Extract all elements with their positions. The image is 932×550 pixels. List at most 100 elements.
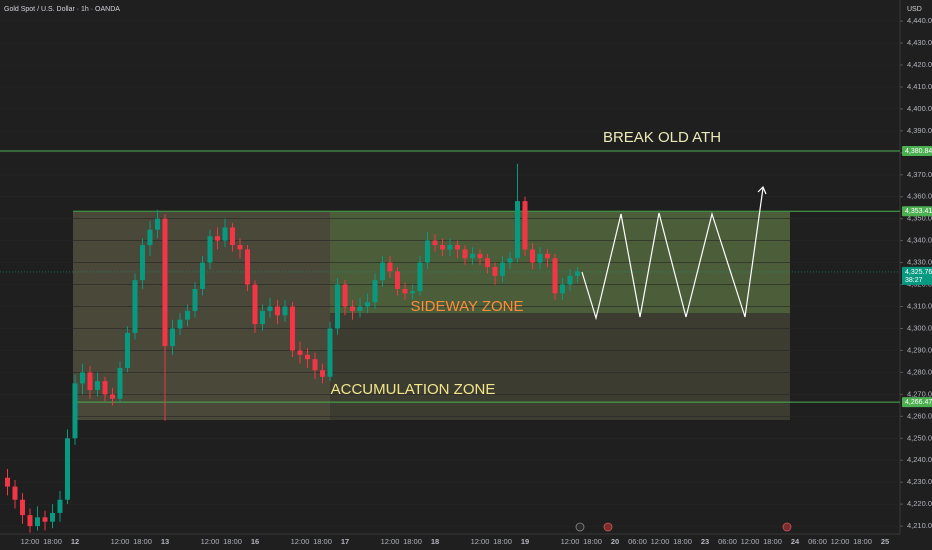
x-tick-label: 18:00 [43, 537, 62, 546]
y-tick-label: 4,220.000 [907, 499, 932, 508]
candle-body [207, 236, 213, 263]
y-tick-label: 4,210.000 [907, 521, 932, 530]
x-tick-label: 18:00 [763, 537, 782, 546]
y-tick-label: 4,250.000 [907, 433, 932, 442]
candle-body [87, 372, 93, 390]
x-tick-label: 06:00 [808, 537, 827, 546]
candle-body [170, 328, 175, 347]
candle-body [470, 253, 475, 259]
annotation: SIDEWAY ZONE [410, 298, 523, 315]
candle-body [20, 499, 25, 516]
x-tick-label: 19 [521, 537, 529, 546]
x-tick-label: 12:00 [291, 537, 310, 546]
x-tick-label: 06:00 [628, 537, 647, 546]
x-tick-label: 18:00 [583, 537, 602, 546]
x-tick-label: 20 [611, 537, 619, 546]
y-tick-label: 4,430.000 [907, 38, 932, 47]
candle-body [42, 517, 48, 522]
candle-body [140, 245, 145, 281]
grid [0, 20, 900, 527]
y-tick-label: 4,240.000 [907, 455, 932, 464]
x-tick-label: 13 [161, 537, 169, 546]
x-tick-label: 18:00 [313, 537, 332, 546]
candle-body [522, 201, 528, 250]
candle-body [222, 227, 228, 241]
candle-body [297, 350, 303, 355]
chart-title: Gold Spot / U.S. Dollar · 1h · OANDA [4, 6, 120, 13]
candle-body [125, 332, 130, 369]
y-tick-label: 4,360.000 [907, 192, 932, 201]
candle-body [560, 284, 565, 294]
candle-body [327, 328, 333, 377]
y-tick-label: 4,410.000 [907, 82, 932, 91]
candle-body [462, 249, 468, 259]
y-tick-label: 4,330.000 [907, 258, 932, 267]
y-axis: 4,210.000 4,220.000 4,230.000 4,240.000 4,25… [900, 16, 932, 530]
x-tick-label: 12:00 [381, 537, 400, 546]
candle-body [65, 438, 70, 500]
accumulation-zone-right [330, 313, 790, 420]
candle-body [290, 306, 295, 351]
projection-arrow [757, 185, 767, 195]
x-tick-label: 12:00 [201, 537, 220, 546]
candle-body [110, 394, 115, 399]
candle-body [485, 258, 490, 267]
x-axis: 12:00 18:00 12 12:00 18:00 13 12:00 18:00 16 12:0… [21, 537, 890, 546]
annotation: ACCUMULATION ZONE [331, 381, 496, 398]
event-icon[interactable] [603, 522, 613, 532]
y-tick-label: 4,230.000 [907, 477, 932, 486]
countdown: 38:27 [905, 277, 923, 284]
candle-body [500, 262, 505, 276]
candle-body [440, 245, 445, 250]
candle-body [305, 354, 310, 360]
price-tags: 4,380.847 4,353.413 4,266.473 4,325.76538:2… [902, 145, 932, 408]
candle-body [425, 240, 430, 263]
candle-body [530, 249, 535, 263]
candle-body [132, 280, 138, 333]
x-tick-label: 18:00 [223, 537, 242, 546]
x-tick-label: 12:00 [831, 537, 850, 546]
x-tick-label: 23 [701, 537, 709, 546]
y-tick-label: 4,350.000 [907, 214, 932, 223]
candle-body [230, 227, 235, 246]
y-tick-label: 4,370.000 [907, 170, 932, 179]
y-tick-label: 4,420.000 [907, 60, 932, 69]
event-icon[interactable] [575, 522, 585, 532]
y-tick-label: 4,300.000 [907, 323, 932, 332]
candle-body [380, 262, 385, 281]
x-tick-label: 18 [431, 537, 439, 546]
candle-body [102, 381, 108, 395]
candle-body [335, 284, 340, 329]
level-tag [902, 145, 932, 156]
last-price-tag [902, 266, 932, 285]
level-label: 4,266.473 [905, 399, 932, 406]
candle-body [312, 359, 318, 371]
level-label: 4,380.847 [905, 148, 932, 155]
last-price-label: 4,325.765 [905, 269, 932, 276]
candle-body [147, 229, 153, 246]
candle-body [567, 275, 573, 285]
event-icon[interactable] [782, 522, 792, 532]
candle-body [155, 218, 160, 230]
candle-body [12, 486, 18, 500]
x-tick-label: 12 [71, 537, 79, 546]
x-tick-label: 12:00 [471, 537, 490, 546]
candle-body [447, 245, 453, 250]
accumulation-zone-left [73, 212, 330, 420]
candle-body [185, 310, 190, 320]
candle-body [395, 271, 400, 289]
x-tick-label: 18:00 [493, 537, 512, 546]
y-tick-label: 4,310.000 [907, 302, 932, 311]
candle-body [545, 253, 550, 259]
candle-body [320, 370, 325, 377]
candle-body [80, 372, 85, 384]
candle-body [192, 288, 198, 311]
candle-body [5, 477, 10, 487]
candle-body [27, 515, 33, 527]
candle-body [357, 306, 363, 311]
candle-body [552, 258, 558, 294]
candle-body [387, 262, 393, 272]
candle-body [245, 249, 250, 285]
levels [0, 150, 900, 403]
